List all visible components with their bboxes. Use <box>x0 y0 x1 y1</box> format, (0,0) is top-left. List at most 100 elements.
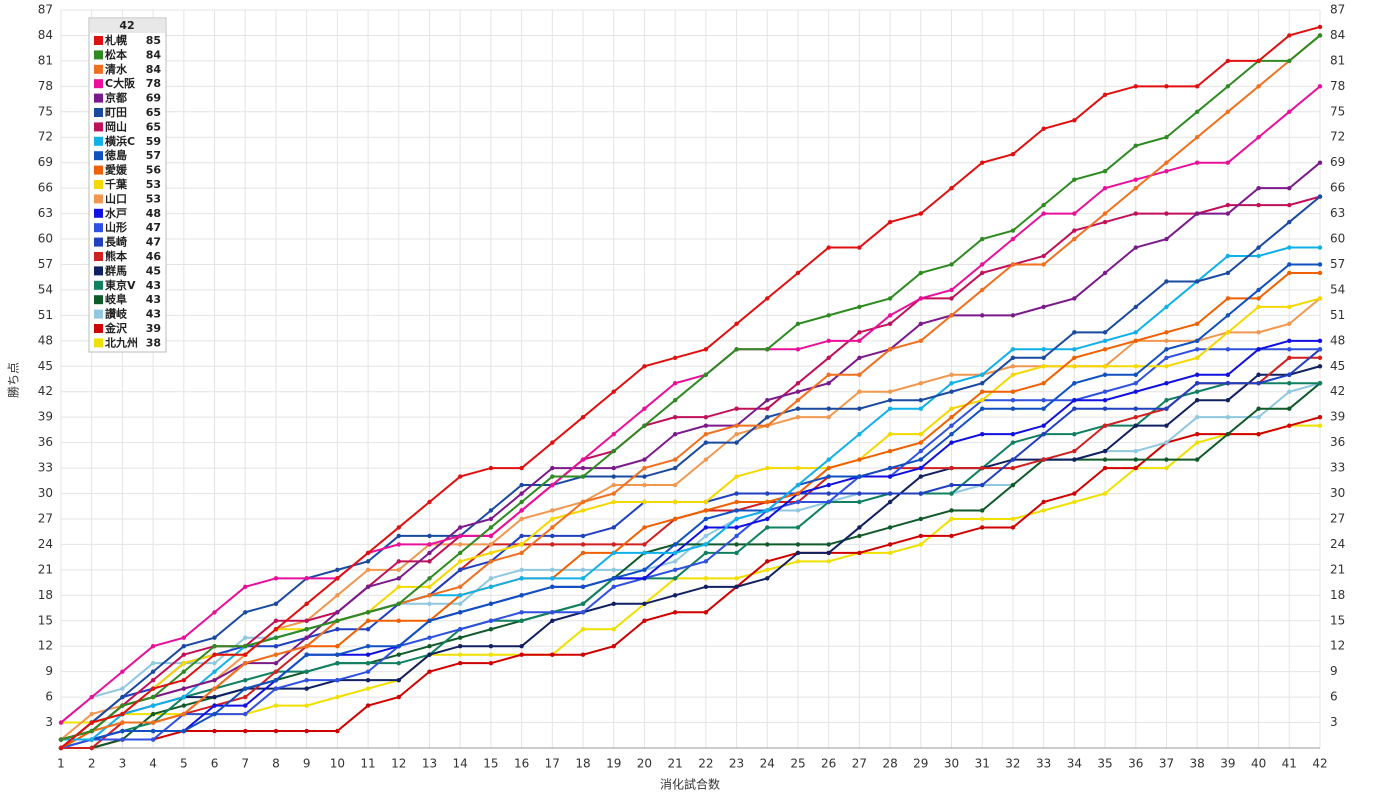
data-point <box>857 338 862 344</box>
data-point <box>703 431 709 437</box>
legend-swatch <box>94 79 103 89</box>
y-tick-label-right: 42 <box>1330 384 1345 398</box>
data-point <box>1133 448 1138 454</box>
data-point <box>795 465 801 471</box>
data-point <box>1010 457 1016 462</box>
data-point <box>672 414 678 420</box>
data-point <box>457 593 463 598</box>
data-point <box>887 219 893 225</box>
data-point <box>1317 33 1323 38</box>
data-point <box>918 406 924 411</box>
data-point <box>181 669 187 674</box>
data-point <box>1256 414 1261 420</box>
data-point <box>980 287 985 293</box>
data-point <box>212 610 217 615</box>
data-point <box>1102 338 1108 344</box>
data-point <box>1010 525 1016 530</box>
data-point <box>1256 84 1261 89</box>
data-point <box>335 728 340 734</box>
series-line <box>60 34 1321 741</box>
data-point <box>304 686 309 691</box>
series-line <box>61 416 1321 749</box>
data-point <box>857 389 862 394</box>
data-point <box>1041 126 1046 131</box>
data-point <box>826 355 831 360</box>
data-point <box>550 440 555 445</box>
data-point <box>1102 270 1108 276</box>
data-point <box>427 635 432 640</box>
data-point <box>1225 160 1231 165</box>
x-tick-label: 24 <box>760 757 775 771</box>
y-tick-label: 57 <box>38 257 53 271</box>
data-point <box>1164 279 1169 284</box>
data-point <box>611 550 616 556</box>
data-point <box>672 482 678 488</box>
data-point <box>427 593 432 598</box>
data-point <box>1041 253 1046 259</box>
data-point <box>580 533 586 539</box>
legend-label: 東京V <box>105 278 136 292</box>
data-point <box>980 389 985 394</box>
data-point <box>703 499 709 505</box>
data-point <box>1133 177 1138 182</box>
data-point <box>1317 24 1323 30</box>
legend-value: 84 <box>146 63 162 76</box>
data-point <box>212 652 217 657</box>
legend-swatch <box>94 324 103 333</box>
data-point <box>335 610 340 615</box>
data-point <box>949 389 954 394</box>
data-point <box>949 262 954 267</box>
data-point <box>734 423 739 428</box>
data-point <box>887 448 893 454</box>
data-point <box>765 508 770 513</box>
y-tick-label: 72 <box>38 130 53 144</box>
x-tick-label: 8 <box>272 757 280 771</box>
series-line <box>61 263 1320 741</box>
data-point <box>273 677 279 683</box>
data-point <box>826 372 831 377</box>
legend-swatch <box>94 36 103 45</box>
data-point <box>1102 364 1108 369</box>
data-point <box>887 491 893 496</box>
data-point <box>887 406 893 411</box>
y-tick-label-right: 15 <box>1330 613 1345 627</box>
data-point <box>611 431 616 437</box>
data-point <box>918 211 924 216</box>
data-point <box>611 601 616 606</box>
legend-swatch <box>94 151 103 161</box>
x-tick-label: 21 <box>668 757 683 771</box>
data-point <box>1256 287 1261 293</box>
data-point <box>1072 448 1077 454</box>
legend-swatch <box>94 338 103 348</box>
data-point <box>887 474 893 479</box>
x-tick-label: 27 <box>852 757 867 771</box>
legend-value: 59 <box>146 135 161 148</box>
data-point <box>89 728 94 734</box>
data-point <box>335 694 340 700</box>
data-point <box>427 576 432 581</box>
data-point <box>795 559 801 564</box>
data-point <box>795 406 801 411</box>
data-point <box>365 618 371 623</box>
data-point <box>1194 211 1200 216</box>
data-point <box>89 737 94 742</box>
data-point <box>703 414 709 420</box>
y-tick-label: 33 <box>38 461 53 475</box>
legend-value: 39 <box>146 322 161 335</box>
data-point <box>1072 118 1077 123</box>
x-tick-label: 34 <box>1067 757 1082 771</box>
data-point <box>427 559 432 564</box>
legend-label: 群馬 <box>104 263 127 277</box>
data-point <box>795 398 801 403</box>
data-point <box>949 414 954 420</box>
legend-swatch <box>94 194 103 204</box>
data-point <box>243 610 248 615</box>
data-point <box>703 559 709 564</box>
y-tick-label: 66 <box>38 181 53 195</box>
data-point <box>120 686 125 691</box>
data-point <box>795 347 801 352</box>
data-point <box>703 525 709 530</box>
data-point <box>672 576 678 581</box>
legend-swatch <box>94 180 103 189</box>
